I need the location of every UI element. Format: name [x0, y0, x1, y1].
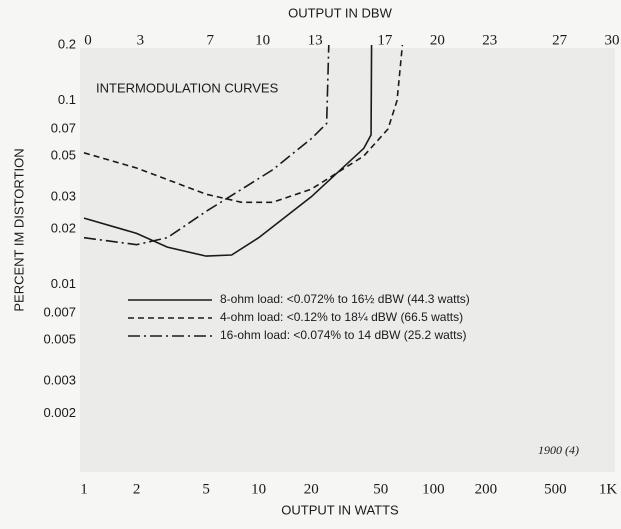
- top-tick-label: 30: [605, 32, 620, 48]
- y-tick-label: 0.07: [51, 120, 76, 135]
- plot-background: [80, 48, 615, 472]
- top-tick-label: 3: [137, 32, 145, 48]
- y-tick-label: 0.002: [43, 405, 76, 420]
- legend-label: 16-ohm load: <0.074% to 14 dBW (25.2 wat…: [220, 328, 466, 342]
- y-axis-title: PERCENT IM DISTORTION: [11, 148, 26, 311]
- y-tick-label: 0.007: [43, 305, 76, 320]
- x-tick-label: 50: [373, 481, 388, 497]
- top-tick-label: 0: [84, 32, 92, 48]
- y-tick-label: 0.03: [51, 188, 76, 203]
- top-tick-label: 27: [552, 32, 568, 48]
- x-tick-label: 5: [202, 481, 210, 497]
- series-line: [83, 44, 330, 246]
- y-tick-label: 0.1: [58, 92, 76, 107]
- x-tick-label: 100: [422, 481, 445, 497]
- y-tick-label: 0.003: [43, 373, 76, 388]
- top-tick-label: 10: [255, 32, 270, 48]
- y-tick-label: 0.05: [51, 147, 76, 162]
- top-tick-label: 20: [430, 32, 445, 48]
- series-line: [83, 44, 404, 204]
- x-tick-label: 1: [80, 481, 88, 497]
- x-tick-label: 20: [304, 481, 319, 497]
- top-tick-label: 23: [482, 32, 497, 48]
- x-tick-label: 500: [544, 481, 567, 497]
- x-tick-label: 2: [133, 481, 141, 497]
- y-tick-label: 0.01: [51, 276, 76, 291]
- top-tick-label: 7: [207, 32, 215, 48]
- annotation: INTERMODULATION CURVES: [96, 80, 279, 95]
- annotation: 1900 (4): [538, 443, 579, 457]
- top-tick-label: 17: [377, 32, 393, 48]
- x-tick-label: 10: [251, 481, 266, 497]
- top-axis-title: OUTPUT IN DBW: [288, 5, 392, 20]
- x-tick-label: 200: [475, 481, 498, 497]
- top-tick-label: 13: [308, 32, 323, 48]
- y-tick-label: 0.02: [51, 221, 76, 236]
- x-axis-title: OUTPUT IN WATTS: [281, 502, 399, 517]
- legend-label: 4-ohm load: <0.12% to 18¼ dBW (66.5 watt…: [220, 310, 463, 324]
- legend-label: 8-ohm load: <0.072% to 16½ dBW (44.3 wat…: [220, 292, 470, 306]
- series-line: [83, 44, 373, 257]
- y-tick-label: 0.2: [58, 36, 76, 51]
- y-tick-label: 0.005: [43, 332, 76, 347]
- x-tick-label: 1K: [599, 481, 618, 497]
